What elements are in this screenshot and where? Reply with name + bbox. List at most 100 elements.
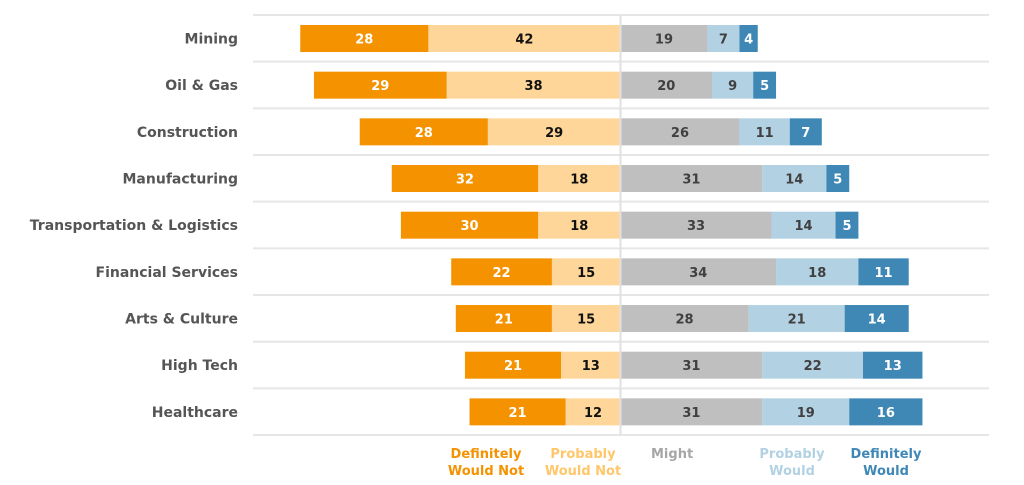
legend-label: Might: [651, 447, 693, 462]
bar-might-mining: [620, 25, 708, 52]
bar-probably-would-transportation-and-logistics: [771, 211, 836, 239]
bar-definitely-would-manufacturing: [826, 165, 850, 193]
value-label: 11: [875, 266, 893, 281]
value-label: 5: [760, 79, 769, 94]
bar-definitely-would-not-transportation-and-logistics: [400, 211, 539, 239]
value-label: 28: [415, 126, 433, 141]
value-label: 7: [801, 126, 810, 141]
legend-label: Would: [769, 464, 815, 479]
value-label: 11: [756, 126, 774, 141]
value-label: 14: [868, 313, 886, 328]
bar-definitely-would-financial-services: [858, 258, 909, 286]
legend-item-probably-would-not: Probably Would Not: [545, 447, 621, 479]
bar-might-oil-and-gas: [620, 71, 712, 99]
value-label: 28: [676, 313, 694, 328]
bar-probably-would-not-transportation-and-logistics: [538, 211, 621, 239]
category-label-mining: Mining: [185, 32, 238, 48]
category-label-financial-services: Financial Services: [96, 265, 239, 281]
value-label: 13: [582, 359, 600, 374]
bar-definitely-would-construction: [789, 118, 822, 146]
bar-probably-would-high-tech: [762, 351, 863, 379]
value-label: 31: [682, 173, 700, 188]
bar-might-transportation-and-logistics: [620, 211, 772, 239]
bar-probably-would-manufacturing: [762, 165, 827, 193]
value-labels: 42 28 19 7 4 38 29 20 9 5 29 28 26 11 7 18 32 31 14 5 18 30 33…: [355, 33, 902, 421]
bar-definitely-would-oil-and-gas: [753, 71, 777, 99]
legend-label: Definitely: [451, 447, 522, 462]
legend-label: Would: [863, 464, 909, 479]
value-label: 5: [833, 173, 842, 188]
value-label: 12: [584, 406, 602, 421]
legend: Definitely Would Not Probably Would Not Migh…: [448, 447, 922, 479]
bar-probably-would-not-construction: [487, 118, 621, 146]
bar-definitely-would-not-high-tech: [464, 351, 562, 379]
bar-definitely-would-not-healthcare: [469, 398, 566, 426]
value-label: 15: [577, 266, 595, 281]
value-label: 18: [808, 266, 826, 281]
value-label: 42: [515, 33, 533, 48]
value-label: 13: [884, 359, 902, 374]
legend-item-might: Might: [651, 447, 693, 462]
category-label-arts-and-culture: Arts & Culture: [125, 312, 238, 328]
value-label: 26: [671, 126, 689, 141]
bar-probably-would-not-arts-and-culture: [551, 305, 621, 333]
value-label: 29: [545, 126, 563, 141]
value-label: 19: [655, 33, 673, 48]
value-label: 14: [794, 219, 812, 234]
value-label: 22: [804, 359, 822, 374]
legend-item-probably-would: Probably Would: [759, 447, 825, 479]
value-label: 15: [577, 313, 595, 328]
category-label-oil-and-gas: Oil & Gas: [165, 78, 238, 94]
legend-label: Would Not: [545, 464, 621, 479]
legend-label: Probably: [759, 447, 825, 462]
value-label: 29: [371, 79, 389, 94]
bar-probably-would-arts-and-culture: [748, 305, 845, 333]
legend-item-definitely-would: Definitely Would: [851, 447, 922, 479]
bar-probably-would-not-manufacturing: [538, 165, 621, 193]
legend-label: Would Not: [448, 464, 524, 479]
value-label: 28: [355, 33, 373, 48]
legend-item-definitely-would-not: Definitely Would Not: [448, 447, 524, 479]
bar-probably-would-not-financial-services: [551, 258, 621, 286]
bar-might-construction: [620, 118, 740, 146]
category-label-manufacturing: Manufacturing: [123, 172, 239, 188]
bar-definitely-would-not-mining: [300, 25, 429, 52]
value-label: 9: [728, 79, 737, 94]
bar-definitely-would-arts-and-culture: [844, 305, 909, 333]
value-label: 18: [570, 173, 588, 188]
bar-probably-would-not-healthcare: [565, 398, 621, 426]
value-label: 18: [570, 219, 588, 234]
value-label: 5: [842, 219, 851, 234]
bar-might-arts-and-culture: [620, 305, 749, 333]
legend-label: Probably: [550, 447, 616, 462]
legend-label: Definitely: [851, 447, 922, 462]
bar-might-healthcare: [620, 398, 763, 426]
category-label-transportation-and-logistics: Transportation & Logistics: [30, 218, 238, 234]
category-label-high-tech: High Tech: [161, 358, 238, 374]
bar-definitely-would-not-arts-and-culture: [455, 305, 552, 333]
value-label: 30: [460, 219, 478, 234]
bar-might-financial-services: [620, 258, 777, 286]
bar-definitely-would-mining: [739, 25, 758, 52]
category-label-healthcare: Healthcare: [152, 405, 238, 421]
bar-probably-would-not-high-tech: [561, 351, 621, 379]
value-label: 38: [525, 79, 543, 94]
value-label: 21: [788, 313, 806, 328]
value-label: 31: [682, 406, 700, 421]
value-label: 22: [493, 266, 511, 281]
bar-definitely-would-not-construction: [359, 118, 488, 146]
value-label: 21: [509, 406, 527, 421]
value-label: 16: [877, 406, 895, 421]
bar-definitely-would-transportation-and-logistics: [835, 211, 859, 239]
bar-definitely-would-high-tech: [862, 351, 923, 379]
value-label: 32: [456, 173, 474, 188]
bar-definitely-would-not-oil-and-gas: [313, 71, 447, 99]
bar-probably-would-financial-services: [776, 258, 859, 286]
value-label: 31: [682, 359, 700, 374]
bar-might-high-tech: [620, 351, 763, 379]
value-label: 21: [504, 359, 522, 374]
bar-probably-would-not-oil-and-gas: [446, 71, 621, 99]
value-label: 7: [719, 33, 728, 48]
category-labels: Mining Oil & Gas Construction Manufacturing…: [30, 32, 238, 421]
